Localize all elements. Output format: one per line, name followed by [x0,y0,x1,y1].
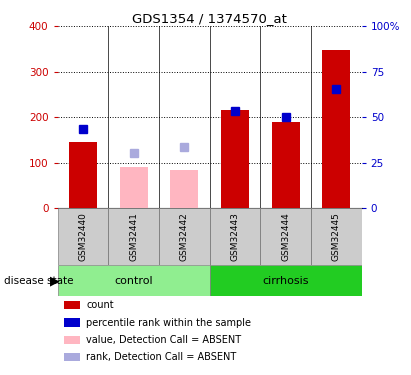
Text: cirrhosis: cirrhosis [262,276,309,286]
Text: rank, Detection Call = ABSENT: rank, Detection Call = ABSENT [86,352,237,362]
Text: GSM32445: GSM32445 [332,212,341,261]
Text: control: control [114,276,153,286]
Title: GDS1354 / 1374570_at: GDS1354 / 1374570_at [132,12,287,25]
Bar [159,208,210,265]
Bar [64,301,81,309]
Text: value, Detection Call = ABSENT: value, Detection Call = ABSENT [86,335,242,345]
Bar [64,336,81,344]
Text: GSM32442: GSM32442 [180,212,189,261]
Bar [120,167,148,208]
Bar [210,265,362,296]
Text: GSM32443: GSM32443 [231,212,240,261]
Text: count: count [86,300,114,310]
Bar [64,352,81,361]
Bar [311,208,362,265]
Text: GSM32444: GSM32444 [281,212,290,261]
Text: ▶: ▶ [50,274,60,287]
Text: GSM32440: GSM32440 [79,212,88,261]
Bar [260,208,311,265]
Bar [69,142,97,208]
Bar [170,170,198,208]
Bar [210,208,260,265]
Bar [58,208,108,265]
Bar [108,208,159,265]
Bar [58,265,210,296]
Text: disease state: disease state [4,276,74,286]
Text: GSM32441: GSM32441 [129,212,138,261]
Bar [272,122,300,208]
Bar [221,110,249,208]
Text: percentile rank within the sample: percentile rank within the sample [86,318,252,328]
Bar [64,318,81,327]
Bar [322,50,350,208]
